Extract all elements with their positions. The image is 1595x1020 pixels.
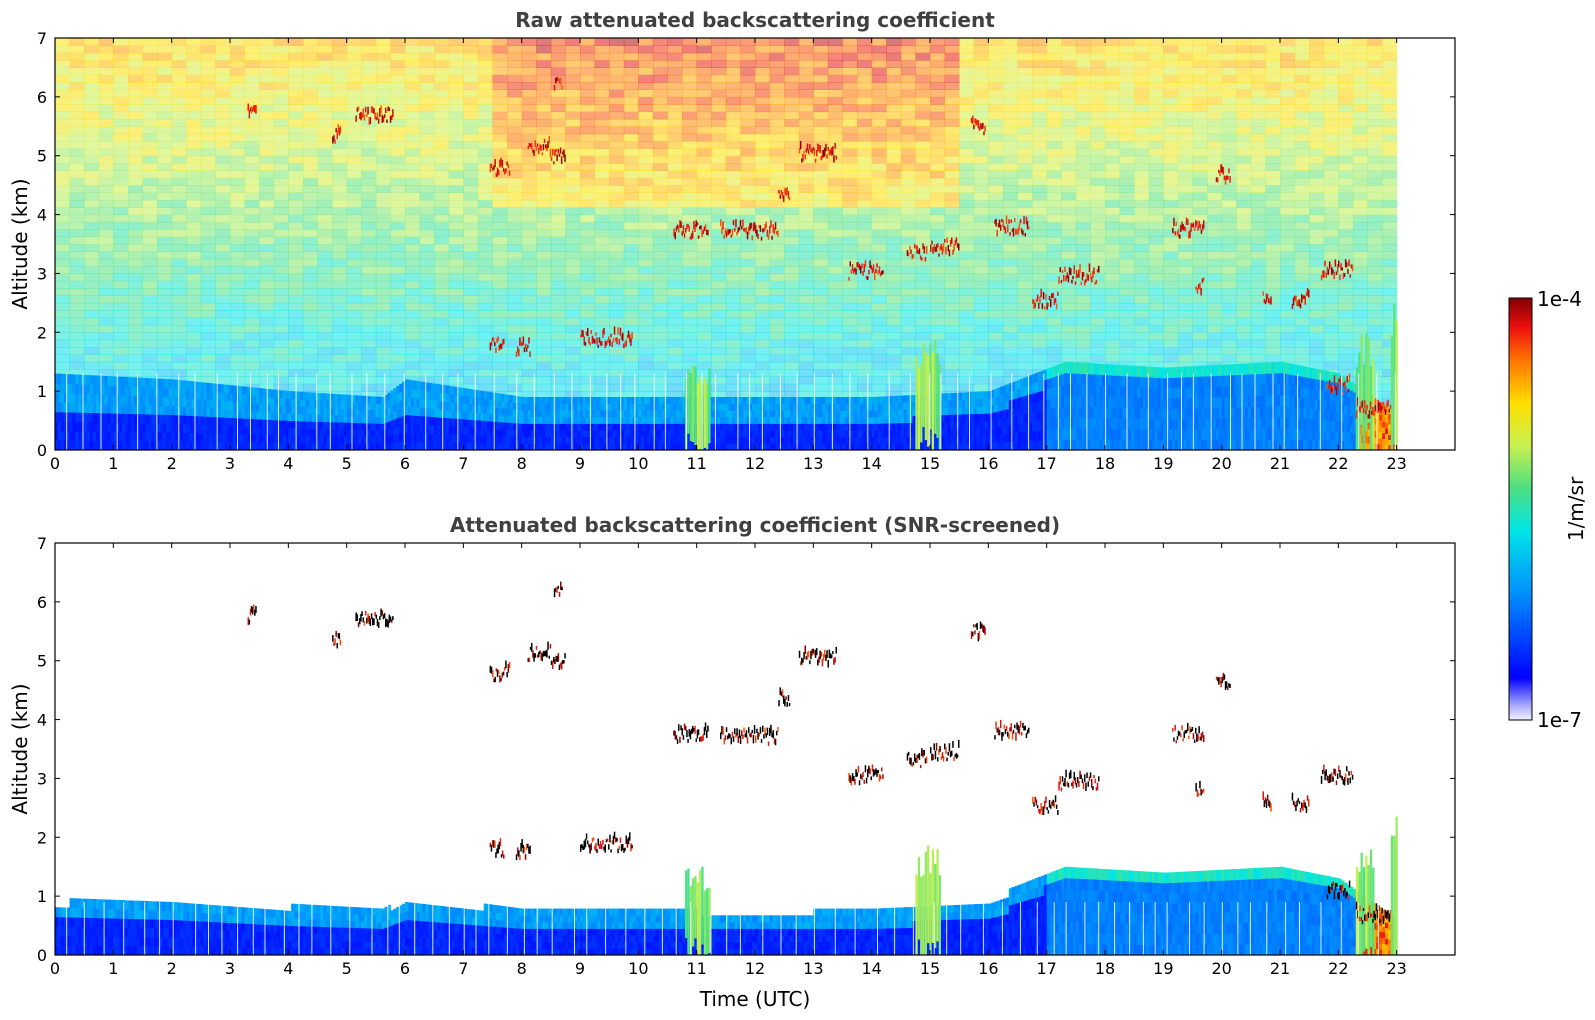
x-tick-label: 3 (225, 454, 235, 473)
y-tick-label: 0 (37, 946, 47, 965)
x-tick-label: 4 (283, 454, 293, 473)
colorbar-max-label: 1e-4 (1537, 287, 1582, 311)
x-tick-label: 18 (1095, 454, 1115, 473)
panel-raw-title: Raw attenuated backscattering coefficien… (515, 8, 995, 32)
x-tick-label: 20 (1211, 959, 1231, 978)
x-tick-label: 9 (575, 959, 585, 978)
y-tick-label: 5 (37, 652, 47, 671)
x-tick-label: 13 (803, 959, 823, 978)
data-gaps (66, 902, 1379, 955)
x-tick-label: 15 (920, 454, 940, 473)
x-tick-label: 0 (50, 959, 60, 978)
panel-raw-ylabel: Altitude (km) (8, 178, 32, 309)
x-tick-label: 8 (517, 454, 527, 473)
panel-screened-xlabel: Time (UTC) (699, 987, 811, 1011)
x-tick-label: 2 (167, 454, 177, 473)
x-tick-label: 14 (861, 959, 881, 978)
y-tick-label: 0 (37, 441, 47, 460)
panel-screened-axes: 0 1 2 3 4 5 6 7 8 9 10 11 12 13 14 15 16 17 18 19 20 21 22 2301… (37, 534, 1455, 978)
y-tick-label: 6 (37, 88, 47, 107)
x-tick-label: 10 (628, 959, 648, 978)
y-tick-label: 6 (37, 593, 47, 612)
y-tick-label: 4 (37, 711, 47, 730)
y-tick-label: 4 (37, 206, 47, 225)
data-gaps (66, 373, 1396, 450)
x-tick-label: 1 (108, 959, 118, 978)
x-tick-label: 9 (575, 454, 585, 473)
x-tick-label: 21 (1270, 454, 1290, 473)
panel-raw-axes: 0 1 2 3 4 5 6 7 8 9 10 11 12 13 14 15 16 17 18 19 20 21 22 2301… (37, 29, 1455, 473)
y-tick-label: 2 (37, 323, 47, 342)
x-tick-label: 3 (225, 959, 235, 978)
x-tick-label: 23 (1386, 959, 1406, 978)
y-tick-label: 3 (37, 769, 47, 788)
panel-screened: Attenuated backscattering coefficient (S… (8, 513, 1456, 1011)
colorbar-unit-label: 1/m/sr (1564, 476, 1588, 541)
boundary-layer (55, 866, 1398, 955)
y-tick-label: 1 (37, 382, 47, 401)
x-tick-label: 6 (400, 454, 410, 473)
precipitation-columns (685, 303, 1398, 450)
x-tick-label: 13 (803, 454, 823, 473)
y-tick-label: 2 (37, 828, 47, 847)
x-tick-label: 18 (1095, 959, 1115, 978)
panel-raw: Raw attenuated backscattering coefficien… (8, 8, 1456, 473)
x-tick-label: 2 (167, 959, 177, 978)
x-tick-label: 12 (745, 454, 765, 473)
y-tick-label: 3 (37, 264, 47, 283)
y-tick-label: 1 (37, 887, 47, 906)
panel-screened-plot-area (55, 581, 1398, 955)
colorbar-min-label: 1e-7 (1537, 708, 1582, 732)
panel-screened-ylabel: Altitude (km) (8, 683, 32, 814)
x-tick-label: 21 (1270, 959, 1290, 978)
x-tick-label: 17 (1036, 454, 1056, 473)
cloud-layers (247, 77, 1392, 419)
x-tick-label: 0 (50, 454, 60, 473)
x-tick-label: 23 (1386, 454, 1406, 473)
x-tick-label: 14 (861, 454, 881, 473)
x-tick-label: 16 (978, 454, 998, 473)
x-tick-label: 15 (920, 959, 940, 978)
colorbar-gradient (1508, 297, 1533, 721)
cloud-layers (247, 581, 1392, 925)
x-tick-label: 5 (342, 959, 352, 978)
x-tick-label: 11 (686, 454, 706, 473)
x-tick-label: 12 (745, 959, 765, 978)
x-tick-label: 4 (283, 959, 293, 978)
x-tick-label: 19 (1153, 454, 1173, 473)
panel-screened-title: Attenuated backscattering coefficient (S… (450, 513, 1060, 537)
x-tick-label: 20 (1211, 454, 1231, 473)
x-tick-label: 10 (628, 454, 648, 473)
x-tick-label: 5 (342, 454, 352, 473)
x-tick-label: 22 (1328, 959, 1348, 978)
x-tick-label: 22 (1328, 454, 1348, 473)
x-tick-label: 11 (686, 959, 706, 978)
x-tick-label: 17 (1036, 959, 1056, 978)
x-tick-label: 7 (458, 454, 468, 473)
x-tick-label: 19 (1153, 959, 1173, 978)
y-tick-label: 5 (37, 147, 47, 166)
x-tick-label: 7 (458, 959, 468, 978)
x-tick-label: 16 (978, 959, 998, 978)
y-tick-label: 7 (37, 29, 47, 48)
x-tick-label: 6 (400, 959, 410, 978)
y-tick-label: 7 (37, 534, 47, 553)
x-tick-label: 1 (108, 454, 118, 473)
colorbar: 1e-4 1e-7 1/m/sr (1508, 287, 1588, 732)
x-tick-label: 8 (517, 959, 527, 978)
panel-raw-plot-area (55, 38, 1398, 450)
